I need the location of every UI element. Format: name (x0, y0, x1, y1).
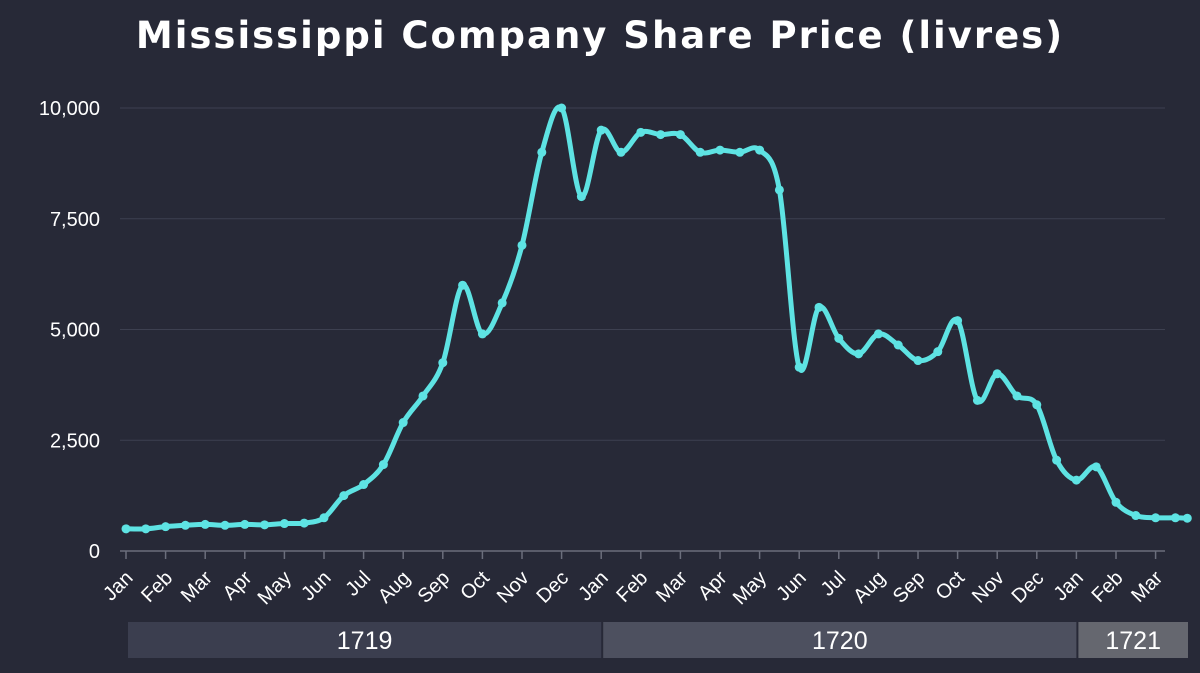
x-tick-label: Aug (849, 567, 890, 608)
data-point (517, 240, 527, 250)
data-point (180, 520, 190, 530)
x-tick-label: Dec (532, 567, 573, 608)
x-tick-label: Nov (968, 567, 1009, 608)
year-band-1721 (1078, 622, 1188, 658)
chart-title: Mississippi Company Share Price (livres) (135, 14, 1065, 57)
year-band-1719 (128, 622, 602, 658)
data-point (854, 349, 864, 359)
data-point (339, 491, 349, 501)
data-point (1182, 513, 1192, 523)
data-point (774, 185, 784, 195)
data-point (418, 391, 428, 401)
data-point (1111, 497, 1121, 507)
data-point (141, 524, 151, 534)
data-point (1071, 475, 1081, 485)
data-point (834, 333, 844, 343)
x-tick-label: May (729, 567, 771, 609)
y-tick-label: 10,000 (39, 98, 100, 120)
x-tick-label: Feb (1088, 567, 1128, 607)
x-tick-label: Oct (456, 567, 494, 605)
x-tick-label: Feb (137, 567, 177, 607)
data-point (260, 520, 270, 530)
x-tick-label: Aug (374, 567, 415, 608)
data-point (596, 125, 606, 135)
x-tick-label: Jun (297, 567, 335, 605)
y-tick-label: 7,500 (50, 209, 100, 231)
data-point (438, 358, 448, 368)
data-point (398, 418, 408, 428)
x-tick-label: Apr (694, 567, 732, 605)
data-point (873, 329, 883, 339)
x-tick-label: May (254, 567, 296, 609)
data-point (240, 519, 250, 529)
x-tick-label: Jan (99, 567, 137, 605)
x-tick-label: Mar (652, 567, 692, 607)
data-point (953, 316, 963, 326)
data-point (200, 519, 210, 529)
x-tick-label: Jan (574, 567, 612, 605)
data-point (893, 340, 903, 350)
x-tick-label: Jan (1050, 567, 1088, 605)
data-point (458, 280, 468, 290)
data-point (1091, 462, 1101, 472)
data-point (616, 147, 626, 157)
data-point (576, 192, 586, 202)
data-point (537, 147, 547, 157)
data-point (161, 522, 171, 532)
data-point (557, 103, 567, 113)
data-point (755, 145, 765, 155)
y-tick-label: 0 (89, 541, 100, 563)
data-point (636, 127, 646, 137)
x-tick-label: Oct (932, 567, 970, 605)
data-point (1032, 400, 1042, 410)
data-point (933, 347, 943, 357)
data-point (220, 520, 230, 530)
data-point (735, 147, 745, 157)
series-line (123, 104, 1190, 532)
x-tick-label: Mar (1127, 567, 1167, 607)
data-point (675, 130, 685, 140)
data-point (319, 513, 329, 523)
data-point (359, 480, 369, 490)
year-band-label: 1720 (812, 627, 868, 655)
data-point (279, 519, 289, 529)
data-point (1170, 513, 1180, 523)
data-point (794, 362, 804, 372)
data-point (299, 518, 309, 528)
data-point (992, 369, 1002, 379)
y-tick-label: 2,500 (50, 430, 100, 452)
year-band-1720 (603, 622, 1077, 658)
data-point (715, 145, 725, 155)
data-point (1052, 455, 1062, 465)
x-tick-label: Nov (493, 567, 534, 608)
x-tick-label: Mar (177, 567, 217, 607)
x-tick-label: Jul (817, 567, 851, 601)
data-point (814, 302, 824, 312)
x-tick-label: Sep (889, 567, 930, 608)
data-point (497, 298, 507, 308)
data-point (378, 460, 388, 470)
year-band-label: 1719 (337, 627, 393, 655)
x-tick-label: Jun (772, 567, 810, 605)
data-point (695, 147, 705, 157)
x-tick-label: Dec (1008, 567, 1049, 608)
year-band-label: 1721 (1105, 627, 1161, 655)
data-point (1131, 511, 1141, 521)
x-tick-label: Feb (612, 567, 652, 607)
data-point (1012, 391, 1022, 401)
data-point (972, 395, 982, 405)
data-point (913, 356, 923, 366)
x-tick-label: Sep (414, 567, 455, 608)
data-point (1151, 513, 1161, 523)
data-point (656, 130, 666, 140)
data-point (477, 329, 487, 339)
x-tick-label: Apr (219, 567, 257, 605)
x-tick-label: Jul (341, 567, 375, 601)
data-point (121, 524, 131, 534)
y-tick-label: 5,000 (50, 320, 100, 342)
